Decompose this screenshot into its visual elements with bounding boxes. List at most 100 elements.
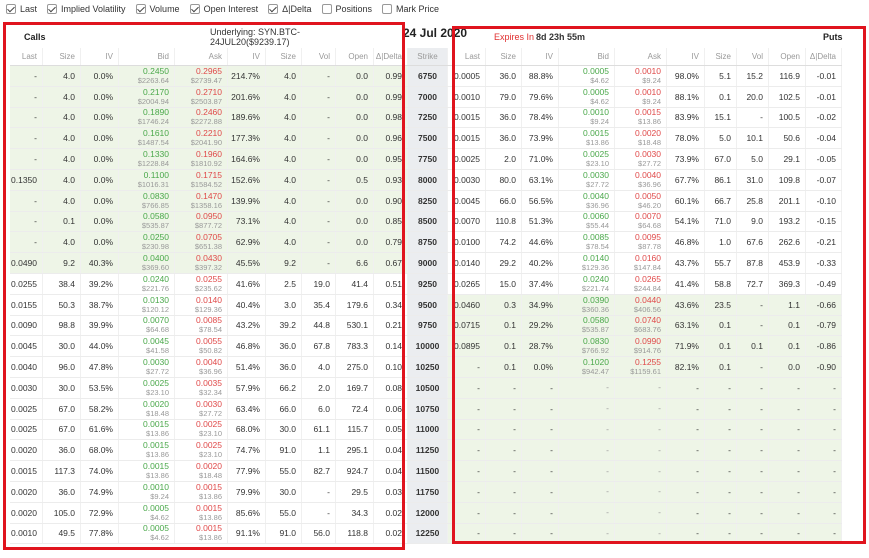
table-row[interactable]: 0.0015 117.3 74.0% 0.0015 $13.86 0.0020 $18.48…	[10, 461, 842, 482]
put-bid-cell[interactable]: 0.0015 $13.86	[559, 128, 615, 149]
table-row[interactable]: 0.0010 49.5 77.8% 0.0005 $4.62 0.0015 $13.86 91…	[10, 523, 842, 545]
put-bid-cell[interactable]: 0.0830 $766.92	[559, 336, 615, 357]
put-bid-cell[interactable]: 0.0140 $129.36	[559, 253, 615, 273]
call-bid-cell[interactable]: 0.0020 $18.48	[119, 398, 175, 419]
put-bid-cell[interactable]: 0.0005 $4.62	[559, 86, 615, 107]
put-ask-cell[interactable]: 0.0740 $683.76	[615, 315, 667, 336]
checkbox-icon[interactable]	[189, 4, 200, 14]
put-ask-cell[interactable]: 0.0020 $18.48	[615, 128, 667, 149]
table-row[interactable]: -4.0 0.0% 0.1610 $1487.54 0.2210 $2041.90 177.…	[10, 128, 842, 150]
put-bid-cell[interactable]: -	[559, 398, 615, 419]
table-row[interactable]: 0.0045 30.0 44.0% 0.0045 $41.58 0.0055 $50.82 4…	[10, 336, 842, 358]
put-bid-cell[interactable]: -	[559, 377, 615, 398]
put-ask-cell[interactable]: -	[615, 502, 667, 523]
put-bid-cell[interactable]: 0.0060 $55.44	[559, 211, 615, 232]
call-bid-cell[interactable]: 0.0015 $13.86	[119, 461, 175, 481]
put-ask-cell[interactable]: -	[615, 377, 667, 398]
put-ask-cell[interactable]: 0.0030 $27.72	[615, 149, 667, 169]
call-ask-cell[interactable]: 0.0015 $13.86	[175, 481, 228, 502]
call-bid-cell[interactable]: 0.1610 $1487.54	[119, 128, 175, 149]
call-bid-cell[interactable]: 0.0025 $23.10	[119, 377, 175, 398]
put-ask-cell[interactable]: -	[615, 523, 667, 544]
checkbox-icon[interactable]	[321, 4, 332, 14]
put-ask-cell[interactable]: -	[615, 419, 667, 440]
call-ask-cell[interactable]: 0.0055 $50.82	[175, 336, 228, 357]
table-row[interactable]: -4.0 0.0% 0.1890 $1746.24 0.2460 $2272.88 189.…	[10, 107, 842, 129]
put-ask-cell[interactable]: -	[615, 481, 667, 502]
call-bid-cell[interactable]: 0.0030 $27.72	[119, 357, 175, 377]
put-ask-cell[interactable]: 0.0015 $13.86	[615, 107, 667, 128]
call-bid-cell[interactable]: 0.0070 $64.68	[119, 315, 175, 336]
table-row[interactable]: 0.0020 36.0 74.9% 0.0010 $9.24 0.0015 $13.86 79…	[10, 481, 842, 503]
call-bid-cell[interactable]: 0.0240 $221.76	[119, 273, 175, 294]
call-bid-cell[interactable]: 0.0015 $13.86	[119, 440, 175, 461]
call-ask-cell[interactable]: 0.2460 $2272.88	[175, 107, 228, 128]
put-bid-cell[interactable]: -	[559, 523, 615, 544]
put-bid-cell[interactable]: -	[559, 419, 615, 440]
put-ask-cell[interactable]: 0.0070 $64.68	[615, 211, 667, 232]
put-bid-cell[interactable]: 0.0005 $4.62	[559, 66, 615, 86]
call-ask-cell[interactable]: 0.1470 $1358.16	[175, 190, 228, 211]
checkbox-icon[interactable]	[47, 4, 58, 14]
call-bid-cell[interactable]: 0.0250 $230.98	[119, 232, 175, 253]
call-ask-cell[interactable]: 0.2965 $2739.47	[175, 66, 228, 86]
checkbox-icon[interactable]	[268, 4, 279, 14]
call-bid-cell[interactable]: 0.0130 $120.12	[119, 294, 175, 315]
put-bid-cell[interactable]: 0.0240 $221.74	[559, 273, 615, 294]
put-ask-cell[interactable]: 0.0265 $244.84	[615, 273, 667, 294]
table-row[interactable]: -4.0 0.0% 0.2450 $2263.64 0.2965 $2739.47 214.…	[10, 66, 842, 87]
put-bid-cell[interactable]: -	[559, 481, 615, 502]
call-ask-cell[interactable]: 0.1960 $1810.92	[175, 149, 228, 169]
put-ask-cell[interactable]: -	[615, 461, 667, 481]
call-ask-cell[interactable]: 0.0255 $235.62	[175, 273, 228, 294]
call-ask-cell[interactable]: 0.0020 $18.48	[175, 461, 228, 481]
call-ask-cell[interactable]: 0.0035 $32.34	[175, 377, 228, 398]
table-row[interactable]: -4.0 0.0% 0.1330 $1228.84 0.1960 $1810.92 164.…	[10, 149, 842, 170]
put-ask-cell[interactable]: 0.0040 $36.96	[615, 169, 667, 190]
table-row[interactable]: 0.0040 96.0 47.8% 0.0030 $27.72 0.0040 $36.96 5…	[10, 357, 842, 378]
table-row[interactable]: 0.0255 38.4 39.2% 0.0240 $221.76 0.0255 $235.6…	[10, 273, 842, 295]
call-bid-cell[interactable]: 0.1100 $1016.31	[119, 169, 175, 190]
call-ask-cell[interactable]: 0.0140 $129.36	[175, 294, 228, 315]
put-bid-cell[interactable]: 0.1020 $942.47	[559, 357, 615, 377]
put-bid-cell[interactable]: 0.0580 $535.87	[559, 315, 615, 336]
put-ask-cell[interactable]: 0.0160 $147.84	[615, 253, 667, 273]
table-row[interactable]: 0.0020 36.0 68.0% 0.0015 $13.86 0.0025 $23.10 7…	[10, 440, 842, 462]
table-row[interactable]: 0.0155 50.3 38.7% 0.0130 $120.12 0.0140 $129.3…	[10, 294, 842, 316]
table-row[interactable]: 0.0025 67.0 58.2% 0.0020 $18.48 0.0030 $27.72 6…	[10, 398, 842, 420]
call-bid-cell[interactable]: 0.0830 $766.85	[119, 190, 175, 211]
table-row[interactable]: -4.0 0.0% 0.0250 $230.98 0.0705 $651.38 62.9% 4…	[10, 232, 842, 254]
call-ask-cell[interactable]: 0.2210 $2041.90	[175, 128, 228, 149]
call-ask-cell[interactable]: 0.0040 $36.96	[175, 357, 228, 377]
table-row[interactable]: 0.0090 98.8 39.9% 0.0070 $64.68 0.0085 $78.54 4…	[10, 315, 842, 337]
call-ask-cell[interactable]: 0.0705 $651.38	[175, 232, 228, 253]
put-ask-cell[interactable]: 0.0010 $9.24	[615, 86, 667, 107]
toolbar-checkbox-0[interactable]: Last	[6, 4, 37, 14]
put-bid-cell[interactable]: 0.0085 $78.54	[559, 232, 615, 253]
put-ask-cell[interactable]: 0.1255 $1159.61	[615, 357, 667, 377]
put-bid-cell[interactable]: -	[559, 461, 615, 481]
checkbox-icon[interactable]	[135, 4, 146, 14]
call-ask-cell[interactable]: 0.0950 $877.72	[175, 211, 228, 232]
table-row[interactable]: 0.0490 9.2 40.3% 0.0400 $369.60 0.0430 $397.32…	[10, 253, 842, 274]
call-ask-cell[interactable]: 0.0430 $397.32	[175, 253, 228, 273]
call-ask-cell[interactable]: 0.0015 $13.86	[175, 502, 228, 523]
checkbox-icon[interactable]	[6, 4, 16, 14]
call-bid-cell[interactable]: 0.0015 $13.86	[119, 419, 175, 440]
call-bid-cell[interactable]: 0.0400 $369.60	[119, 253, 175, 273]
call-ask-cell[interactable]: 0.0030 $27.72	[175, 398, 228, 419]
put-bid-cell[interactable]: 0.0040 $36.96	[559, 190, 615, 211]
toolbar-checkbox-1[interactable]: Implied Volatility	[47, 4, 126, 14]
table-row[interactable]: -4.0 0.0% 0.2170 $2004.94 0.2710 $2503.87 201.…	[10, 86, 842, 108]
call-bid-cell[interactable]: 0.0580 $535.87	[119, 211, 175, 232]
call-ask-cell[interactable]: 0.0025 $23.10	[175, 419, 228, 440]
call-ask-cell[interactable]: 0.1715 $1584.52	[175, 169, 228, 190]
call-bid-cell[interactable]: 0.0005 $4.62	[119, 523, 175, 544]
put-ask-cell[interactable]: -	[615, 440, 667, 461]
put-bid-cell[interactable]: 0.0390 $360.36	[559, 294, 615, 315]
put-ask-cell[interactable]: 0.0440 $406.56	[615, 294, 667, 315]
table-row[interactable]: 0.0020 105.0 72.9% 0.0005 $4.62 0.0015 $13.86 8…	[10, 502, 842, 524]
call-bid-cell[interactable]: 0.2450 $2263.64	[119, 66, 175, 86]
call-bid-cell[interactable]: 0.0045 $41.58	[119, 336, 175, 357]
toolbar-checkbox-3[interactable]: Open Interest	[189, 4, 258, 14]
